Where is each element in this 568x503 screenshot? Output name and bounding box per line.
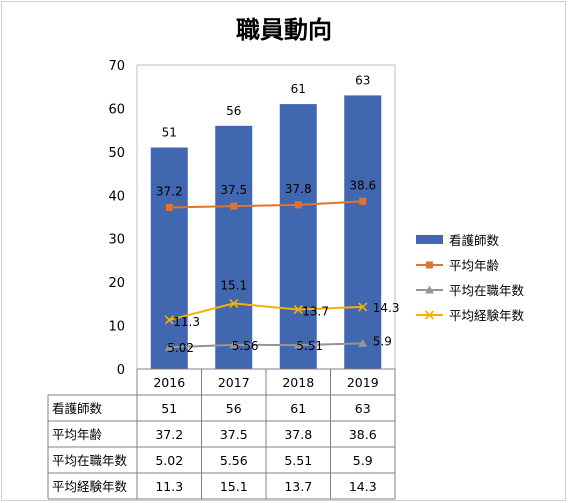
bar-data-label: 51 xyxy=(162,126,177,140)
table-cell: 5.9 xyxy=(353,453,373,468)
table-cell: 5.51 xyxy=(284,453,312,468)
line-point xyxy=(164,315,174,325)
y-tick-label: 10 xyxy=(108,320,125,335)
line-point xyxy=(230,202,238,210)
legend-marker xyxy=(426,261,433,269)
table-cell: 13.7 xyxy=(284,479,312,494)
y-tick-label: 40 xyxy=(108,189,125,204)
x-tick-label: 2018 xyxy=(282,375,314,390)
line-point xyxy=(358,302,368,312)
bar xyxy=(150,147,188,369)
table-cell: 37.8 xyxy=(284,427,312,442)
x-tick-label: 2016 xyxy=(153,375,185,390)
legend-swatch xyxy=(416,235,443,244)
legend-label: 看護師数 xyxy=(449,233,500,248)
table-cell: 11.3 xyxy=(155,479,183,494)
series-line xyxy=(169,342,363,349)
data-table: 2016 2017 2018 2019 看護師数 51 56 61 63 平均年齢 37.2 37.5… xyxy=(47,368,396,500)
table-series-name: 看護師数 xyxy=(52,401,103,416)
table-cell: 15.1 xyxy=(220,479,248,494)
line-data-label: 14.3 xyxy=(373,301,400,315)
x-tick-label: 2019 xyxy=(347,375,379,390)
y-tick-label: 0 xyxy=(117,363,125,378)
legend-label: 平均年齢 xyxy=(449,258,500,273)
bar-data-label: 63 xyxy=(355,73,370,87)
line-point xyxy=(293,304,303,315)
legend-marker xyxy=(425,285,434,294)
y-tick-label: 50 xyxy=(108,146,125,161)
table-cell: 56 xyxy=(226,401,242,416)
table-cell: 5.56 xyxy=(220,453,248,468)
line-data-label: 5.9 xyxy=(373,334,392,348)
line-point xyxy=(358,338,368,347)
table-cell: 61 xyxy=(290,401,306,416)
bar xyxy=(344,95,382,370)
bar-data-label: 61 xyxy=(291,82,306,96)
line-data-label: 37.5 xyxy=(220,183,247,197)
line-data-label: 38.6 xyxy=(349,178,376,192)
legend-label: 平均在職年数 xyxy=(449,283,525,298)
chart-title: 職員動向 xyxy=(236,16,332,44)
line-point xyxy=(229,340,239,349)
line-point xyxy=(294,201,302,209)
legend-label: 平均経験年数 xyxy=(449,308,525,323)
line-point xyxy=(229,298,239,308)
bar xyxy=(215,125,253,369)
table-cell: 38.6 xyxy=(349,427,377,442)
plot-area: 0 10 20 30 40 50 60 70 51 56 61 63 37.2 37.5 37.8 38.6 5… xyxy=(108,59,399,378)
line-point xyxy=(293,340,303,349)
table-series-name: 平均経験年数 xyxy=(52,479,128,494)
series-line xyxy=(169,302,363,321)
table-cell: 37.5 xyxy=(220,427,248,442)
series-line xyxy=(169,200,363,209)
line-point xyxy=(164,342,174,351)
line-data-label: 11.3 xyxy=(173,315,200,329)
table-cell: 63 xyxy=(355,401,371,416)
line-data-label: 5.02 xyxy=(167,341,194,355)
x-tick-label: 2017 xyxy=(218,375,250,390)
legend-marker xyxy=(424,310,435,320)
line-data-label: 37.8 xyxy=(285,182,312,196)
line-data-label: 15.1 xyxy=(220,278,247,292)
line-data-label: 5.51 xyxy=(296,339,323,353)
bar xyxy=(279,104,317,369)
line-data-label: 37.2 xyxy=(156,184,183,198)
y-tick-label: 60 xyxy=(108,102,125,117)
line-point xyxy=(359,197,367,205)
y-tick-label: 30 xyxy=(108,233,125,248)
table-cell: 5.02 xyxy=(155,453,183,468)
table-series-name: 平均在職年数 xyxy=(52,453,128,468)
y-tick-label: 20 xyxy=(108,276,125,291)
table-cell: 51 xyxy=(161,401,177,416)
bar-data-label: 56 xyxy=(226,104,241,118)
table-series-name: 平均年齢 xyxy=(52,427,103,442)
line-data-label: 5.56 xyxy=(232,339,259,353)
table-cell: 14.3 xyxy=(349,479,377,494)
y-tick-label: 70 xyxy=(108,59,125,74)
line-point xyxy=(165,203,173,211)
line-data-label: 13.7 xyxy=(302,305,329,319)
table-cell: 37.2 xyxy=(155,427,183,442)
